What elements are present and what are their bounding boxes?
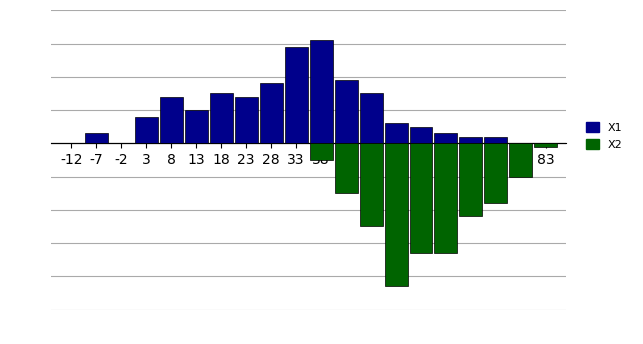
Bar bbox=[484, 143, 507, 203]
Legend: X1, X2: X1, X2 bbox=[581, 118, 627, 154]
Bar bbox=[160, 97, 183, 143]
Bar bbox=[435, 143, 457, 253]
Bar bbox=[135, 117, 158, 143]
Bar bbox=[285, 47, 307, 143]
Bar bbox=[310, 40, 332, 143]
Bar bbox=[385, 143, 408, 286]
Bar bbox=[185, 110, 208, 143]
Bar bbox=[484, 137, 507, 143]
Bar bbox=[260, 84, 283, 143]
Bar bbox=[334, 143, 358, 193]
Bar bbox=[359, 143, 383, 226]
Bar bbox=[385, 123, 408, 143]
Bar bbox=[359, 94, 383, 143]
Bar bbox=[210, 94, 233, 143]
Bar bbox=[334, 80, 358, 143]
Bar bbox=[460, 137, 482, 143]
Bar bbox=[310, 143, 332, 160]
Bar bbox=[410, 127, 433, 143]
Bar bbox=[460, 143, 482, 216]
Bar bbox=[509, 143, 532, 176]
Bar bbox=[85, 133, 108, 143]
Bar bbox=[435, 133, 457, 143]
Bar bbox=[410, 143, 433, 253]
Bar bbox=[235, 97, 258, 143]
Bar bbox=[534, 143, 557, 147]
